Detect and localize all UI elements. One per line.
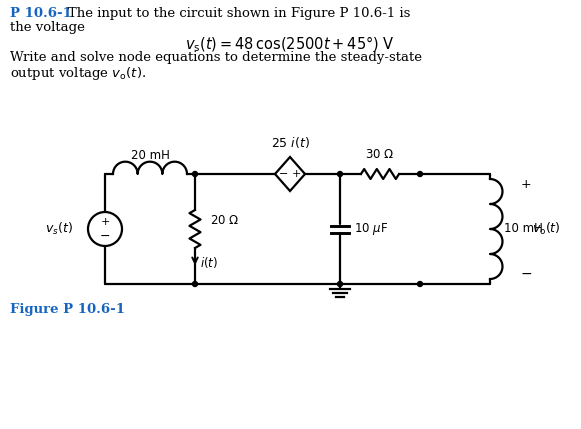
Text: Figure P 10.6-1: Figure P 10.6-1: [10, 303, 125, 316]
Text: P 10.6-1: P 10.6-1: [10, 7, 72, 20]
Text: 10 mH: 10 mH: [504, 223, 543, 236]
Text: +: +: [291, 169, 301, 179]
Text: 20 $\Omega$: 20 $\Omega$: [210, 214, 239, 227]
Text: The input to the circuit shown in Figure P 10.6-1 is: The input to the circuit shown in Figure…: [68, 7, 410, 20]
Text: $i(t)$: $i(t)$: [200, 256, 218, 271]
Text: −: −: [520, 267, 532, 281]
Text: 25 $i(t)$: 25 $i(t)$: [271, 135, 310, 150]
Text: $v_{\rm s}(t) = 48\,\cos(2500t + 45°)\;\mathrm{V}$: $v_{\rm s}(t) = 48\,\cos(2500t + 45°)\;\…: [185, 35, 394, 54]
Text: 20 mH: 20 mH: [131, 149, 170, 162]
Text: −: −: [100, 230, 110, 242]
Text: +: +: [101, 217, 110, 227]
Circle shape: [192, 281, 198, 287]
Circle shape: [418, 172, 422, 176]
Text: $v_{\rm o}(t)$: $v_{\rm o}(t)$: [532, 221, 561, 237]
Text: +: +: [521, 178, 531, 190]
Text: 10 $\mu$F: 10 $\mu$F: [354, 221, 388, 237]
Circle shape: [338, 172, 343, 176]
Text: 30 $\Omega$: 30 $\Omega$: [365, 148, 394, 161]
Circle shape: [418, 281, 422, 287]
Text: Write and solve node equations to determine the steady-state: Write and solve node equations to determ…: [10, 51, 422, 64]
Circle shape: [338, 281, 343, 287]
Circle shape: [192, 172, 198, 176]
Text: the voltage: the voltage: [10, 21, 85, 34]
Text: $v_s(t)$: $v_s(t)$: [45, 221, 73, 237]
Text: output voltage $v_{\rm o}(t)$.: output voltage $v_{\rm o}(t)$.: [10, 65, 146, 82]
Text: −: −: [279, 169, 289, 179]
